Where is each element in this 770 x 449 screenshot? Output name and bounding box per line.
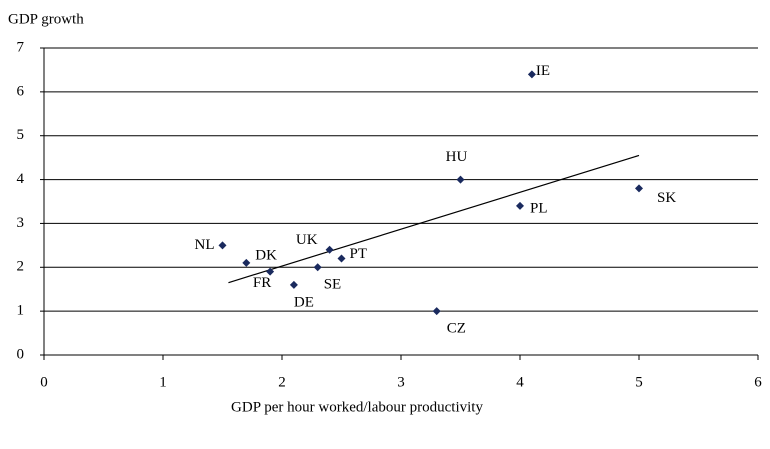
- y-tick-label: 2: [17, 259, 25, 275]
- x-tick-label: 6: [754, 374, 762, 390]
- point: [325, 245, 334, 254]
- point: [337, 254, 346, 263]
- x-tick-label: 2: [278, 374, 286, 390]
- point: [432, 307, 441, 316]
- point-label: UK: [296, 232, 318, 248]
- point: [242, 258, 251, 267]
- y-tick-label: 0: [17, 346, 25, 362]
- x-tick-label: 0: [40, 374, 48, 390]
- point: [266, 267, 275, 276]
- y-tick-label: 6: [17, 83, 25, 99]
- point-label: IE: [536, 63, 550, 79]
- x-tick-label: 3: [397, 374, 405, 390]
- x-tick-label: 5: [635, 374, 643, 390]
- y-axis-label: GDP growth: [8, 11, 84, 27]
- point-label: PL: [530, 200, 548, 216]
- point-label: NL: [195, 237, 215, 253]
- point: [313, 263, 322, 272]
- point-label: DK: [255, 247, 277, 263]
- point-label: FR: [253, 275, 271, 291]
- point: [456, 175, 465, 184]
- point: [635, 184, 643, 193]
- y-tick-label: 1: [17, 303, 25, 319]
- point: [516, 201, 524, 210]
- y-tick-label: 4: [17, 171, 25, 187]
- point: [218, 241, 227, 250]
- point-label: SE: [324, 277, 342, 293]
- point: [527, 70, 536, 79]
- x-axis-label: GDP per hour worked/labour productivity: [231, 399, 483, 415]
- point-label: CZ: [447, 321, 466, 337]
- point-label: PT: [350, 246, 368, 262]
- point-label: DE: [294, 294, 314, 310]
- point-label: HU: [446, 149, 468, 165]
- y-tick-label: 7: [17, 39, 25, 55]
- trendline: [228, 154, 640, 284]
- x-tick-label: 1: [159, 374, 167, 390]
- point-label: SK: [657, 190, 676, 206]
- y-tick-label: 5: [17, 127, 25, 143]
- point: [289, 280, 298, 289]
- x-tick-label: 4: [516, 374, 524, 390]
- y-tick-label: 3: [17, 215, 25, 231]
